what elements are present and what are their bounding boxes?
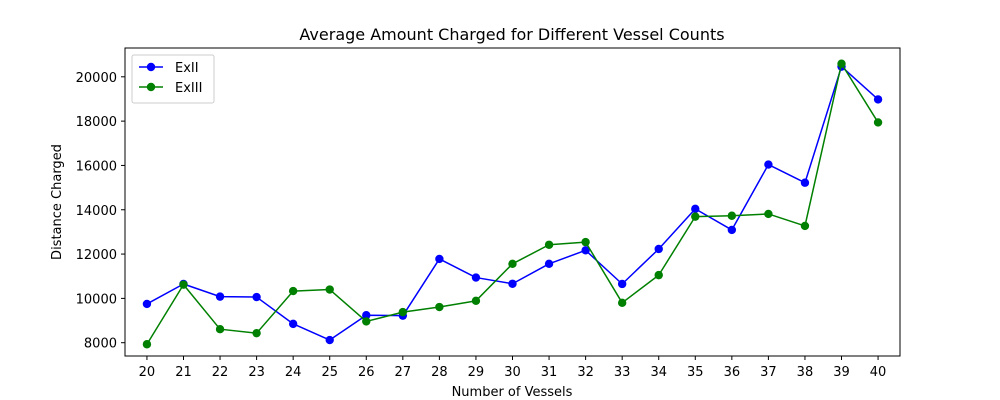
x-tick-label-27: 27 — [395, 365, 412, 380]
data-point-exii-36 — [727, 225, 737, 235]
series-layer — [142, 59, 883, 349]
x-tick-label-24: 24 — [285, 365, 302, 380]
data-point-exiii-39 — [837, 59, 846, 68]
data-point-exiii-23 — [252, 328, 261, 338]
series-line-exiii — [146, 62, 879, 346]
legend: ExII ExIII — [131, 54, 215, 104]
data-point-exii-20 — [142, 299, 152, 309]
data-point-exii-29 — [471, 273, 481, 282]
data-point-exii-28 — [435, 254, 444, 264]
data-point-exiii-38 — [800, 221, 810, 231]
x-tick-label-23: 23 — [248, 365, 265, 380]
data-point-exiii-37 — [764, 209, 773, 219]
y-tick-label-20000: 20000 — [76, 71, 117, 86]
data-point-exii-40 — [873, 95, 883, 104]
y-tick-label-14000: 14000 — [76, 204, 117, 219]
data-point-exii-23 — [252, 292, 261, 302]
data-point-exiii-24 — [288, 286, 298, 296]
data-point-exiii-32 — [581, 237, 590, 247]
data-point-exiii-36 — [727, 211, 737, 220]
data-point-exii-35 — [691, 204, 700, 214]
data-point-exiii-22 — [215, 324, 225, 334]
y-tick-label-8000: 8000 — [84, 337, 117, 352]
data-point-exii-22 — [215, 292, 225, 301]
x-axis-label: Number of Vessels — [452, 385, 573, 400]
data-point-exiii-33 — [617, 298, 627, 308]
x-tick-label-29: 29 — [468, 365, 485, 380]
x-tick-label-26: 26 — [358, 365, 375, 380]
ticks: 20 21 22 23 24 25 26 27 28 29 30 31 32 33 34 35 36 37 38 39… — [76, 71, 887, 380]
data-point-exii-34 — [654, 244, 663, 254]
data-point-exiii-31 — [544, 240, 554, 249]
y-tick-label-18000: 18000 — [76, 115, 117, 130]
x-tick-label-20: 20 — [139, 365, 156, 380]
data-point-exii-24 — [288, 319, 298, 329]
data-point-exiii-21 — [179, 280, 188, 289]
x-tick-label-38: 38 — [797, 365, 814, 380]
data-point-exii-32 — [581, 246, 590, 255]
data-point-exii-38 — [800, 178, 810, 187]
data-point-exiii-34 — [654, 270, 663, 280]
x-tick-label-33: 33 — [614, 365, 631, 380]
chart-title: Average Amount Charged for Different Ves… — [299, 25, 724, 44]
data-point-exiii-35 — [691, 212, 700, 221]
data-point-exiii-26 — [362, 317, 371, 326]
data-point-exiii-30 — [508, 259, 517, 269]
x-tick-label-36: 36 — [724, 365, 741, 380]
legend-label-exiii: ExIII — [175, 81, 202, 96]
y-tick-label-10000: 10000 — [76, 292, 117, 307]
x-tick-label-28: 28 — [431, 365, 448, 380]
data-point-exiii-40 — [873, 118, 883, 127]
data-point-exii-31 — [544, 259, 554, 269]
data-point-exiii-20 — [142, 340, 152, 349]
x-tick-label-31: 31 — [541, 365, 558, 380]
x-tick-label-35: 35 — [687, 365, 704, 380]
data-point-exii-33 — [617, 279, 627, 289]
x-tick-label-34: 34 — [650, 365, 667, 380]
x-tick-label-21: 21 — [175, 365, 192, 380]
x-tick-label-37: 37 — [760, 365, 777, 380]
legend-marker-exii — [146, 62, 156, 72]
data-point-exii-30 — [508, 279, 517, 288]
legend-label-exii: ExII — [175, 61, 199, 76]
x-tick-label-32: 32 — [577, 365, 594, 380]
x-tick-label-40: 40 — [870, 365, 887, 380]
data-point-exiii-28 — [435, 302, 444, 312]
y-tick-label-16000: 16000 — [76, 159, 117, 174]
legend-marker-exiii — [146, 82, 156, 92]
data-point-exii-26 — [362, 311, 371, 320]
data-point-exiii-29 — [471, 296, 481, 306]
x-tick-label-22: 22 — [212, 365, 229, 380]
y-axis-label: Distance Charged — [50, 144, 65, 260]
x-tick-label-39: 39 — [833, 365, 850, 380]
y-tick-label-12000: 12000 — [76, 248, 117, 263]
x-tick-label-25: 25 — [321, 365, 338, 380]
data-point-exiii-27 — [398, 307, 408, 317]
data-point-exii-37 — [764, 160, 773, 169]
data-point-exiii-25 — [325, 285, 334, 294]
data-point-exii-25 — [325, 335, 334, 345]
x-tick-label-30: 30 — [504, 365, 521, 380]
plot-area-frame — [124, 47, 901, 357]
